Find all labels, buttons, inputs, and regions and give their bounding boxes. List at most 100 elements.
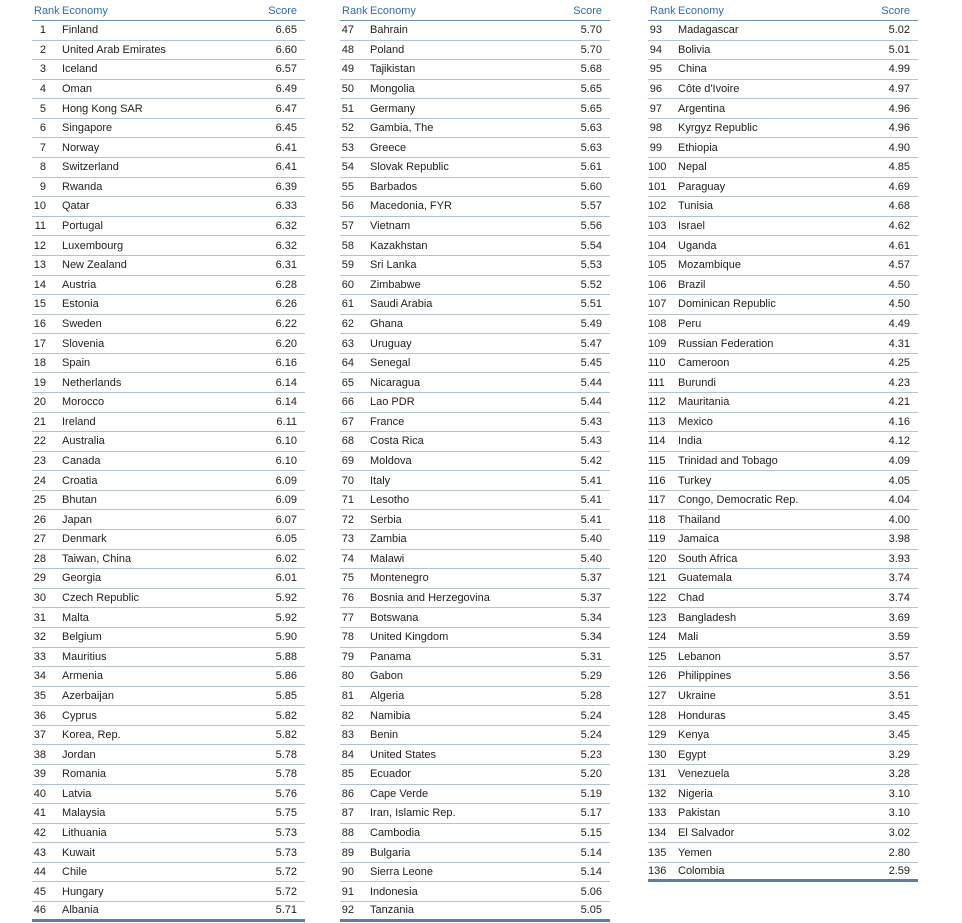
economy-cell: Romania [62,768,107,781]
rank-cell: 109 [648,337,667,350]
score-cell: 6.57 [275,63,297,76]
table-row: 79 Panama 5.31 [340,648,610,668]
rank-cell: 135 [648,846,667,859]
score-cell: 5.90 [275,631,297,644]
economy-cell: Ireland [62,415,96,428]
score-cell: 4.23 [888,376,910,389]
economy-cell: Mali [678,631,699,644]
rank-cell: 81 [341,689,354,702]
score-cell: 4.57 [888,259,910,272]
rank-cell: 33 [33,650,46,663]
rank-cell: 13 [33,259,46,272]
score-cell: 5.92 [275,611,297,624]
score-cell: 6.41 [275,161,297,174]
economy-cell: Russian Federation [678,337,774,350]
rank-cell: 126 [648,670,667,683]
table-row: 9 Rwanda 6.39 [32,178,305,198]
table-row: 58 Kazakhstan 5.54 [340,236,610,256]
score-cell: 6.10 [275,455,297,467]
economy-cell: Tunisia [678,200,714,213]
table-row: 84 United States 5.23 [340,745,610,765]
score-cell: 4.96 [888,122,910,135]
table-row: 37 Korea, Rep. 5.82 [32,726,305,746]
table-row: 21 Ireland 6.11 [32,413,305,433]
table-row: 29 Georgia 6.01 [32,569,305,589]
economy-cell: Argentina [678,102,726,115]
table-row: 48 Poland 5.70 [340,41,610,61]
table-row: 32 Belgium 5.90 [32,628,305,648]
economy-cell: Belgium [62,631,102,644]
table-row: 109 Russian Federation 4.31 [648,334,918,354]
economy-cell: Congo, Democratic Rep. [678,494,799,507]
score-cell: 4.09 [888,455,910,467]
rank-cell: 39 [33,768,46,781]
rank-cell: 14 [33,278,46,291]
table-row: 75 Montenegro 5.37 [340,569,610,589]
score-cell: 6.31 [275,259,297,272]
rank-cell: 38 [33,748,46,761]
economy-cell: Honduras [678,709,726,722]
rank-cell: 72 [341,513,354,526]
economy-cell: Ethiopia [678,141,718,154]
score-cell: 5.88 [275,650,297,663]
rank-cell: 70 [341,474,354,487]
economy-cell: Ecuador [370,768,411,781]
score-cell: 5.73 [275,826,297,839]
economy-cell: Luxembourg [62,239,124,252]
table-row: 128 Honduras 3.45 [648,706,918,726]
rank-cell: 55 [341,180,354,193]
economy-cell: Poland [370,43,405,56]
rank-cell: 115 [648,455,666,467]
economy-cell: Yemen [678,846,712,859]
economy-cell: Zimbabwe [370,278,421,291]
table-row: 34 Armenia 5.86 [32,667,305,687]
economy-cell: Croatia [62,474,98,487]
economy-cell: Kuwait [62,846,96,859]
score-cell: 5.73 [275,846,297,859]
score-cell: 5.60 [580,180,602,193]
score-cell: 6.16 [275,357,297,370]
score-cell: 3.74 [888,572,910,585]
economy-cell: Greece [370,141,407,154]
rank-cell: 80 [341,670,354,683]
table-row: 61 Saudi Arabia 5.51 [340,295,610,315]
economy-cell: Qatar [62,200,90,213]
score-cell: 5.57 [580,200,602,213]
table-row: 103 Israel 4.62 [648,217,918,237]
rank-cell: 114 [648,435,666,448]
economy-cell: Kazakhstan [370,239,428,252]
score-cell: 5.47 [580,337,602,350]
economy-cell: Kyrgyz Republic [678,122,758,135]
economy-cell: Barbados [370,180,418,193]
economy-cell: Bangladesh [678,611,737,624]
economy-cell: United Kingdom [370,631,449,644]
table-row: 115 Trinidad and Tobago 4.09 [648,452,918,472]
score-cell: 5.29 [580,670,602,683]
rank-cell: 30 [33,592,46,605]
table-row: 86 Cape Verde 5.19 [340,785,610,805]
rank-cell: 92 [341,904,354,917]
table-row: 47 Bahrain 5.70 [340,21,610,41]
economy-cell: Chad [678,592,705,605]
rank-cell: 59 [341,259,354,272]
table-row: 72 Serbia 5.41 [340,510,610,531]
score-cell: 4.00 [888,513,910,526]
table-row: 14 Austria 6.28 [32,276,305,296]
table-row: 91 Indonesia 5.06 [340,882,610,903]
rank-cell: 121 [648,572,667,585]
score-cell: 6.09 [275,474,297,487]
economy-cell: India [678,435,702,448]
table-row: 53 Greece 5.63 [340,138,610,159]
economy-cell: Bahrain [370,24,408,37]
rank-cell: 23 [33,455,46,467]
economy-cell: Senegal [370,357,411,370]
economy-cell: Mauritania [678,396,730,409]
rank-cell: 42 [33,826,46,839]
score-cell: 3.74 [888,592,910,605]
score-cell: 4.50 [888,298,910,311]
economy-cell: United States [370,748,437,761]
rank-cell: 19 [33,376,46,389]
score-cell: 5.72 [275,866,297,879]
rank-cell: 102 [648,200,667,213]
table-row: 1 Finland 6.65 [32,21,305,41]
